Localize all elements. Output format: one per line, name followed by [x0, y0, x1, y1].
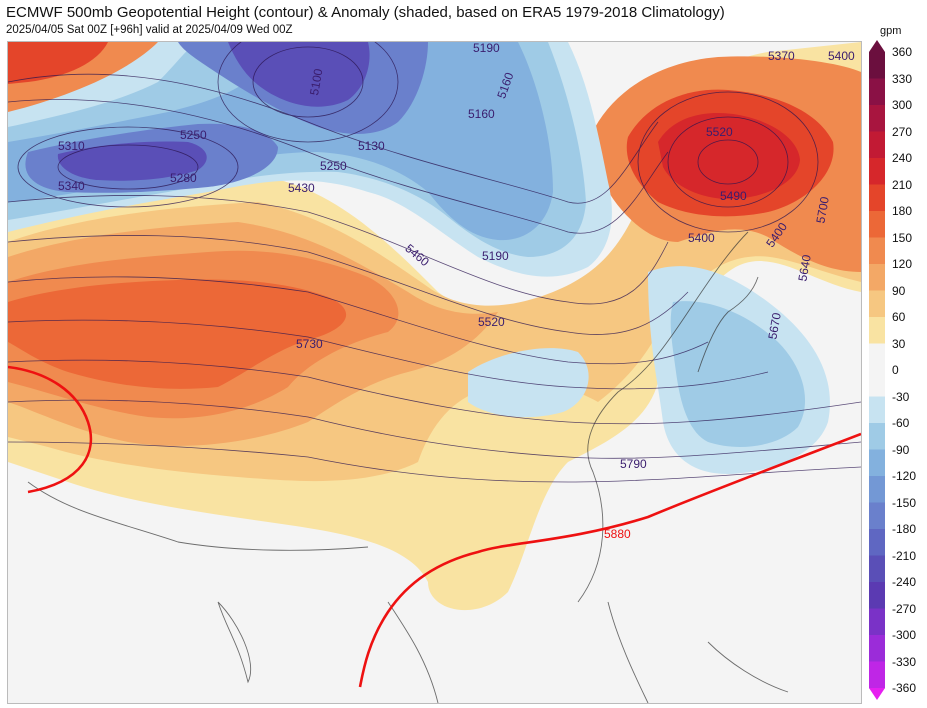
contour-label: 5250	[320, 159, 347, 173]
contour-5880	[8, 365, 93, 494]
contour-label: 5430	[288, 181, 315, 195]
contour-label: 5250	[180, 128, 207, 142]
colorbar-unit: gpm	[880, 25, 902, 37]
contour-label: 5400	[688, 231, 715, 245]
colorbar-tick-label: 60	[892, 310, 906, 324]
colorbar-tick-label: 120	[892, 257, 913, 271]
colorbar-segment	[869, 423, 885, 450]
colorbar-bottom-arrow	[869, 688, 885, 700]
height-contours	[8, 42, 861, 483]
colorbar-segment	[869, 211, 885, 238]
colorbar-tick-label: -90	[892, 442, 910, 457]
contour-label-5880: 5880	[604, 527, 631, 541]
colorbar-segment	[869, 608, 885, 636]
colorbar-segment	[869, 290, 885, 318]
colorbar-segment	[869, 237, 885, 265]
map-title: ECMWF 500mb Geopotential Height (contour…	[6, 4, 725, 21]
colorbar-svg	[869, 40, 885, 700]
colorbar-tick-label: 330	[892, 71, 913, 86]
contour-label: 5340	[58, 179, 85, 193]
anomaly-cold-siberia-core	[228, 42, 370, 107]
contour-label: 5100	[307, 67, 325, 96]
colorbar-segment	[869, 158, 885, 185]
contour-label: 5670	[765, 311, 783, 340]
colorbar-tick-label: -30	[892, 389, 910, 404]
colorbar-tick-label: 30	[892, 336, 906, 351]
colorbar-segment	[869, 635, 885, 662]
colorbar-top-arrow	[869, 40, 885, 52]
contour-label: 5130	[358, 139, 385, 153]
colorbar-tick-label: 0	[892, 363, 899, 377]
colorbar-segment	[869, 184, 885, 212]
colorbar-tick-label: -210	[892, 548, 917, 563]
contour-label: 5520	[478, 315, 505, 329]
colorbar-segment	[869, 449, 885, 477]
colorbar-tick-label: 270	[892, 124, 913, 139]
colorbar	[869, 40, 885, 700]
colorbar-tick-label: 210	[892, 177, 913, 192]
colorbar-segment	[869, 264, 885, 291]
contour-label: 5790	[620, 457, 647, 471]
coastlines	[27, 231, 789, 703]
colorbar-tick-label: -60	[892, 416, 910, 430]
colorbar-segment	[869, 317, 885, 344]
colorbar-segment	[869, 396, 885, 424]
colorbar-tick-label: 90	[892, 283, 906, 298]
colorbar-segment	[869, 555, 885, 583]
colorbar-segment	[869, 78, 885, 106]
colorbar-tick-label: -180	[892, 522, 917, 536]
contour-label: 5280	[170, 171, 197, 185]
colorbar-tick-label: -240	[892, 575, 917, 589]
colorbar-tick-label: -330	[892, 654, 917, 669]
anomaly-cold-scs	[468, 348, 589, 418]
contour-label: 5160	[468, 107, 495, 121]
contour-5880-east	[358, 432, 861, 688]
colorbar-segment	[869, 105, 885, 132]
colorbar-segment	[869, 131, 885, 159]
anomaly-warm-150	[8, 279, 347, 389]
map-subtitle: 2025/04/05 Sat 00Z [+96h] valid at 2025/…	[6, 24, 293, 36]
colorbar-segment	[869, 502, 885, 530]
anomaly-cold-210	[57, 141, 207, 181]
colorbar-segment	[869, 370, 885, 397]
colorbar-tick-label: -120	[892, 469, 917, 483]
contour-label: 5640	[795, 253, 813, 282]
contour-label: 5730	[296, 337, 323, 351]
map-canvas: 5370 5400 5190 5160 5100 5310 5340 5250 …	[8, 42, 861, 703]
contour-label: 5400	[828, 49, 855, 63]
contour-label: 5700	[813, 195, 831, 224]
contour-label: 5190	[473, 42, 500, 55]
contour-label: 5520	[706, 125, 733, 139]
colorbar-segment	[869, 661, 885, 689]
colorbar-tick-label: 150	[892, 230, 913, 245]
anomaly-cold-japan-60	[670, 301, 806, 447]
contour-label: 5490	[720, 189, 747, 203]
colorbar-tick-label: 300	[892, 98, 913, 112]
contour-label: 5310	[58, 139, 85, 153]
map-panel[interactable]: 5370 5400 5190 5160 5100 5310 5340 5250 …	[7, 41, 862, 704]
colorbar-segment	[869, 582, 885, 609]
colorbar-tick-label: -300	[892, 628, 917, 642]
colorbar-segment	[869, 343, 885, 371]
colorbar-segment	[869, 476, 885, 503]
colorbar-segment	[869, 52, 885, 79]
contour-label: 5190	[482, 249, 509, 263]
colorbar-tick-label: -270	[892, 601, 917, 616]
anomaly-ridge-240	[658, 112, 800, 200]
colorbar-tick-label: 240	[892, 151, 913, 165]
contour-label: 5370	[768, 49, 795, 63]
colorbar-tick-label: 360	[892, 45, 913, 59]
colorbar-segment	[869, 529, 885, 556]
anomaly-warm-northwest-core	[8, 42, 108, 84]
colorbar-tick-label: 180	[892, 204, 913, 218]
colorbar-tick-label: -150	[892, 495, 917, 510]
colorbar-tick-label: -360	[892, 681, 917, 695]
